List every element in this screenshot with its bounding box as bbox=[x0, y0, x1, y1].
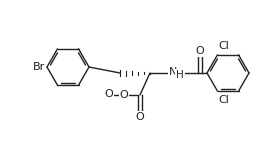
Text: N: N bbox=[169, 67, 177, 77]
Text: O: O bbox=[136, 112, 144, 122]
Text: Cl: Cl bbox=[218, 95, 230, 105]
Text: Br: Br bbox=[33, 62, 45, 72]
Text: Cl: Cl bbox=[218, 41, 230, 51]
Text: O: O bbox=[120, 90, 128, 100]
Text: H: H bbox=[176, 70, 184, 80]
Text: O: O bbox=[105, 89, 113, 99]
Text: O: O bbox=[196, 46, 204, 56]
